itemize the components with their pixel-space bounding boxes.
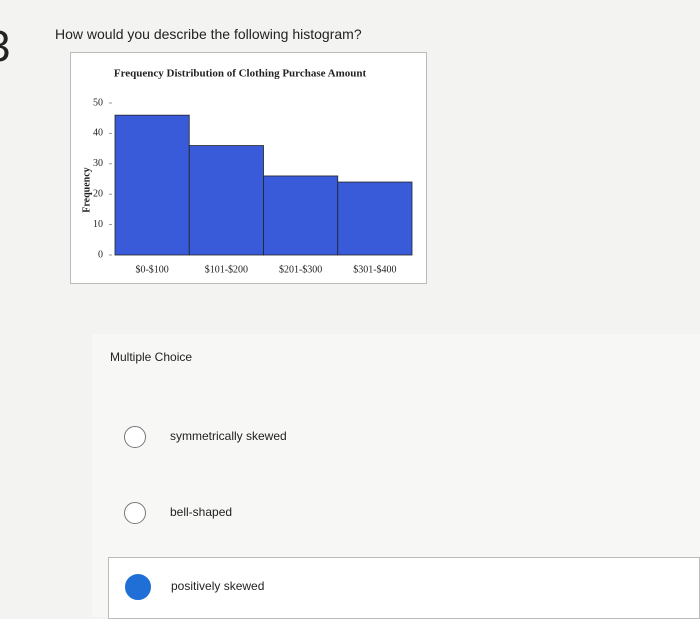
y-tick-label: 40 <box>93 128 103 139</box>
y-tick-label: 50 <box>93 97 103 108</box>
x-tick-label: $0-$100 <box>135 264 168 275</box>
question-number: 3 <box>0 22 10 72</box>
radio[interactable] <box>124 502 146 524</box>
x-tick-label: $101-$200 <box>205 264 248 275</box>
chart: Frequency Distribution of Clothing Purch… <box>70 52 427 284</box>
option[interactable]: symmetrically skewed <box>108 408 700 468</box>
bar <box>337 181 413 256</box>
y-tick-label: 30 <box>93 158 103 169</box>
chart-title: Frequency Distribution of Clothing Purch… <box>114 68 367 80</box>
y-axis-label: Frequency <box>81 167 92 212</box>
x-tick-label: $201-$300 <box>279 264 322 275</box>
choices-label: Multiple Choice <box>110 350 193 364</box>
y-tick-label: 20 <box>93 188 103 199</box>
question: How would you describe the following his… <box>55 26 362 42</box>
option-text[interactable]: positively skewed <box>171 579 265 593</box>
bar <box>114 114 190 256</box>
x-tick-label: $301-$400 <box>353 264 396 275</box>
radio[interactable] <box>124 426 146 448</box>
bar <box>263 175 339 256</box>
radio[interactable] <box>125 574 151 600</box>
option-text[interactable]: symmetrically skewed <box>170 429 287 443</box>
bar <box>188 145 264 256</box>
y-tick-label: 0 <box>98 249 103 260</box>
option-text[interactable]: bell-shaped <box>170 505 233 519</box>
option[interactable]: bell-shaped <box>108 484 700 544</box>
option[interactable]: positively skewed <box>108 557 700 619</box>
y-tick-label: 10 <box>93 219 103 230</box>
